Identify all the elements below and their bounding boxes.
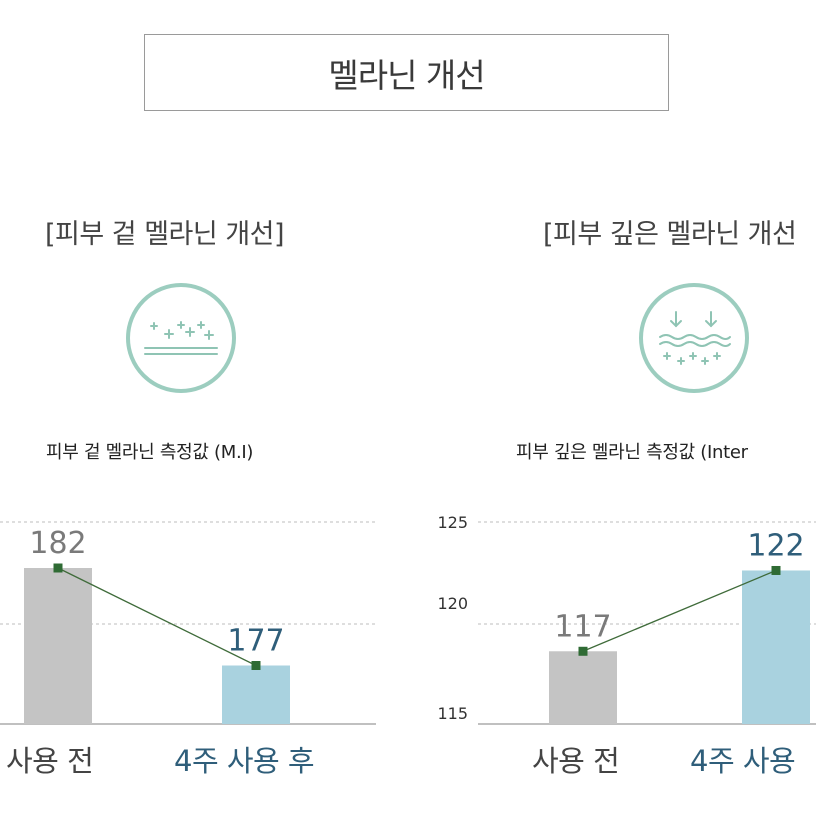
- marker-2-before: [578, 646, 588, 656]
- y-tick-label-2: 125: [437, 513, 468, 532]
- bar-1-after: [222, 665, 290, 724]
- x-category-before-2: 사용 전: [532, 744, 620, 778]
- y-tick-label-2: 120: [437, 594, 468, 613]
- data-label-1-after: 177: [227, 624, 284, 659]
- data-label-2-after: 122: [747, 528, 804, 563]
- y-tick-label-2: 115: [437, 704, 468, 723]
- bar-2-after: [742, 570, 810, 724]
- data-label-1-before: 182: [29, 526, 86, 561]
- deep-arrows-icon: [639, 283, 749, 393]
- x-category-before-1: 사용 전: [6, 744, 94, 778]
- metric-label-surface: 피부 겉 멜라닌 측정값 (M.I): [46, 442, 254, 463]
- panel-title-surface: [피부 겉 멜라닌 개선]: [45, 219, 285, 250]
- bar-2-before: [549, 651, 617, 724]
- marker-1-after: [251, 661, 261, 670]
- marker-1-before: [53, 563, 63, 573]
- page-title: 멜라닌 개선: [144, 34, 669, 111]
- panel-title-deep: [피부 깊은 멜라닌 개선: [543, 219, 797, 250]
- x-category-after-2: 4주 사용: [690, 744, 796, 778]
- data-label-2-before: 117: [554, 609, 611, 644]
- bar-1-before: [24, 568, 92, 724]
- marker-2-after: [771, 565, 781, 575]
- trend-line-2: [582, 569, 777, 652]
- surface-sparkle-icon: [126, 283, 236, 393]
- metric-label-deep: 피부 깊은 멜라닌 측정값 (Inter: [516, 442, 748, 463]
- trend-line-1: [57, 567, 257, 667]
- x-category-after-1: 4주 사용 후: [174, 744, 315, 778]
